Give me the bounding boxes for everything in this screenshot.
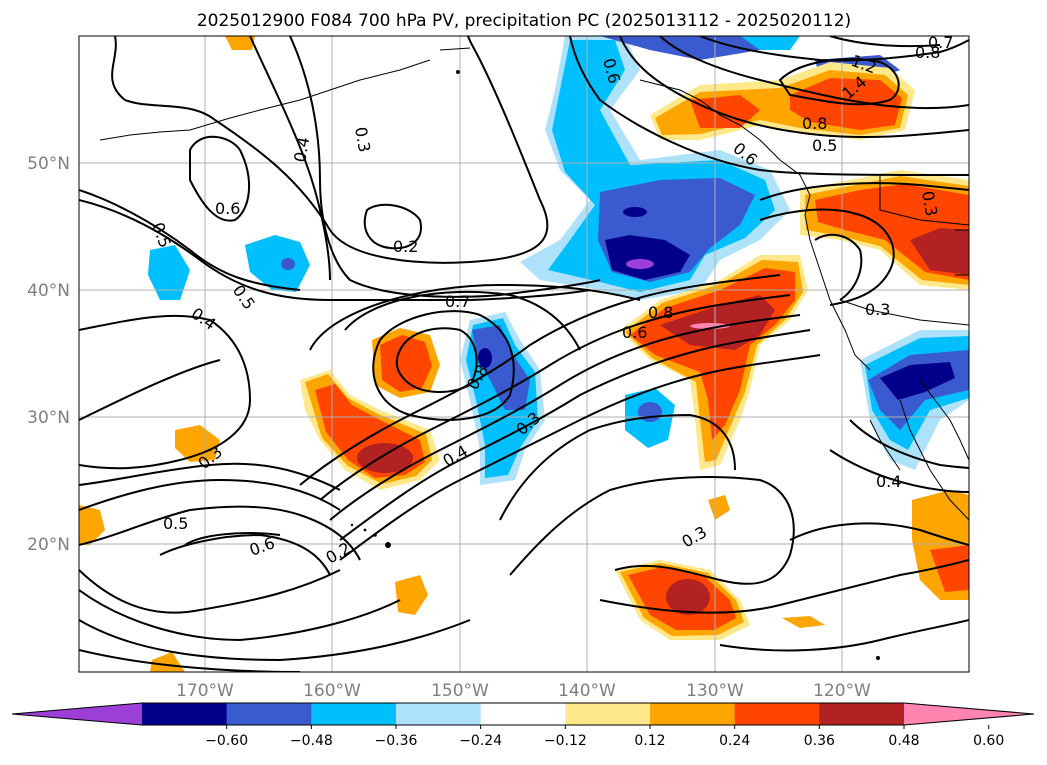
pv-contours [79, 36, 969, 672]
colorbar-tick-label: 0.12 [634, 733, 665, 749]
colorbar-tick-label: 0.24 [719, 733, 750, 749]
contour-label: 0.3 [351, 125, 374, 153]
lat-label: 50°N [27, 154, 70, 174]
colorbar-tick-label: −0.36 [375, 733, 418, 749]
neg-west-core [281, 258, 295, 270]
neg-central-inner [472, 325, 530, 410]
contour-label: 0.8 [802, 114, 827, 133]
colorbar-tick-label: 0.48 [888, 733, 919, 749]
contour-label: 0.5 [812, 136, 837, 155]
pos-se-blob-red [930, 545, 969, 592]
colorbar-extend-high [904, 703, 1034, 725]
colorbar-tick-label: −0.48 [290, 733, 333, 749]
colorbar-segment [565, 703, 651, 725]
pos-main-deep [660, 295, 775, 350]
contour-label: 0.7 [445, 292, 470, 311]
colorbar-segment [226, 703, 312, 725]
contour-label: 0.2 [393, 237, 418, 256]
colorbar-tick-label: 0.60 [973, 733, 1004, 749]
neg-baja-deep [880, 362, 955, 400]
map-area: 0.3 0.4 0.6 0.5 0.5 0.4 0.2 0.7 0.8 0.6 … [79, 33, 969, 672]
lon-label: 130°W [686, 681, 744, 701]
neg-far-west [148, 245, 190, 300]
lon-label: 120°W [813, 681, 871, 701]
contour-label: 0.5 [163, 514, 188, 533]
contour-label: 0.3 [865, 300, 890, 319]
colorbar-segment [734, 703, 820, 725]
lat-label: 40°N [27, 281, 70, 301]
colorbar-outline [11, 702, 1035, 726]
contour-label: 0.8 [915, 43, 940, 62]
longitude-labels: 170°W 160°W 150°W 140°W 130°W 120°W [176, 681, 871, 701]
contour-label: 0.4 [290, 135, 313, 163]
lon-label: 140°W [558, 681, 616, 701]
lon-label: 170°W [176, 681, 234, 701]
colorbar-extend-low [12, 703, 142, 725]
contour-label: 0.6 [622, 323, 647, 342]
neg-central-core [478, 348, 492, 368]
graticule [79, 36, 969, 672]
lon-label: 150°W [431, 681, 489, 701]
pos-small1 [175, 425, 220, 462]
neg-west-blob [245, 235, 310, 292]
colorbar-segment [142, 703, 228, 725]
colorbar-segment [819, 703, 905, 725]
pos-nw-deep [910, 228, 969, 275]
lat-label: 20°N [27, 535, 70, 555]
coastlines [99, 47, 969, 521]
lat-label: 30°N [27, 408, 70, 428]
pos-small2 [395, 575, 428, 615]
pos-small7 [782, 616, 825, 628]
contour-label: 0.3 [918, 189, 941, 217]
colorbar-tick-label: −0.24 [459, 733, 502, 749]
pos-center-blob-red [380, 335, 432, 392]
contour-label: 0.7 [928, 33, 953, 52]
latitude-labels: 50°N 40°N 30°N 20°N [27, 154, 70, 555]
colorbar-tick-label: −0.12 [544, 733, 587, 749]
colorbar-segment [396, 703, 482, 725]
colorbar-tick-label: −0.60 [205, 733, 248, 749]
neg-band-north-deep [605, 235, 690, 280]
contour-label: 0.4 [876, 472, 901, 491]
neg-top-blue [600, 36, 780, 60]
colorbar: −0.60 −0.48 −0.36 −0.24 −0.12 0.12 0.24 0.36 0.4… [11, 702, 1035, 749]
pos-small6 [708, 495, 730, 520]
colorbar-tick-label: 0.36 [804, 733, 835, 749]
pos-small5 [225, 36, 255, 50]
pos-south-blob-deep [666, 579, 710, 615]
pos-west-deep [357, 443, 413, 473]
neg-spot-gulf [623, 207, 647, 217]
neg-top-light [740, 36, 800, 50]
map-frame [78, 35, 970, 673]
lon-label: 160°W [303, 681, 361, 701]
contour-label: 0.8 [648, 303, 673, 322]
colorbar-segment [311, 703, 397, 725]
colorbar-segment [650, 703, 736, 725]
contour-label: 0.6 [215, 199, 240, 218]
neg-band-north-peak [626, 259, 654, 269]
colorbar-segment [480, 703, 566, 725]
pos-small3 [79, 505, 105, 545]
map-title: 2025012900 F084 700 hPa PV, precipitatio… [197, 11, 851, 31]
